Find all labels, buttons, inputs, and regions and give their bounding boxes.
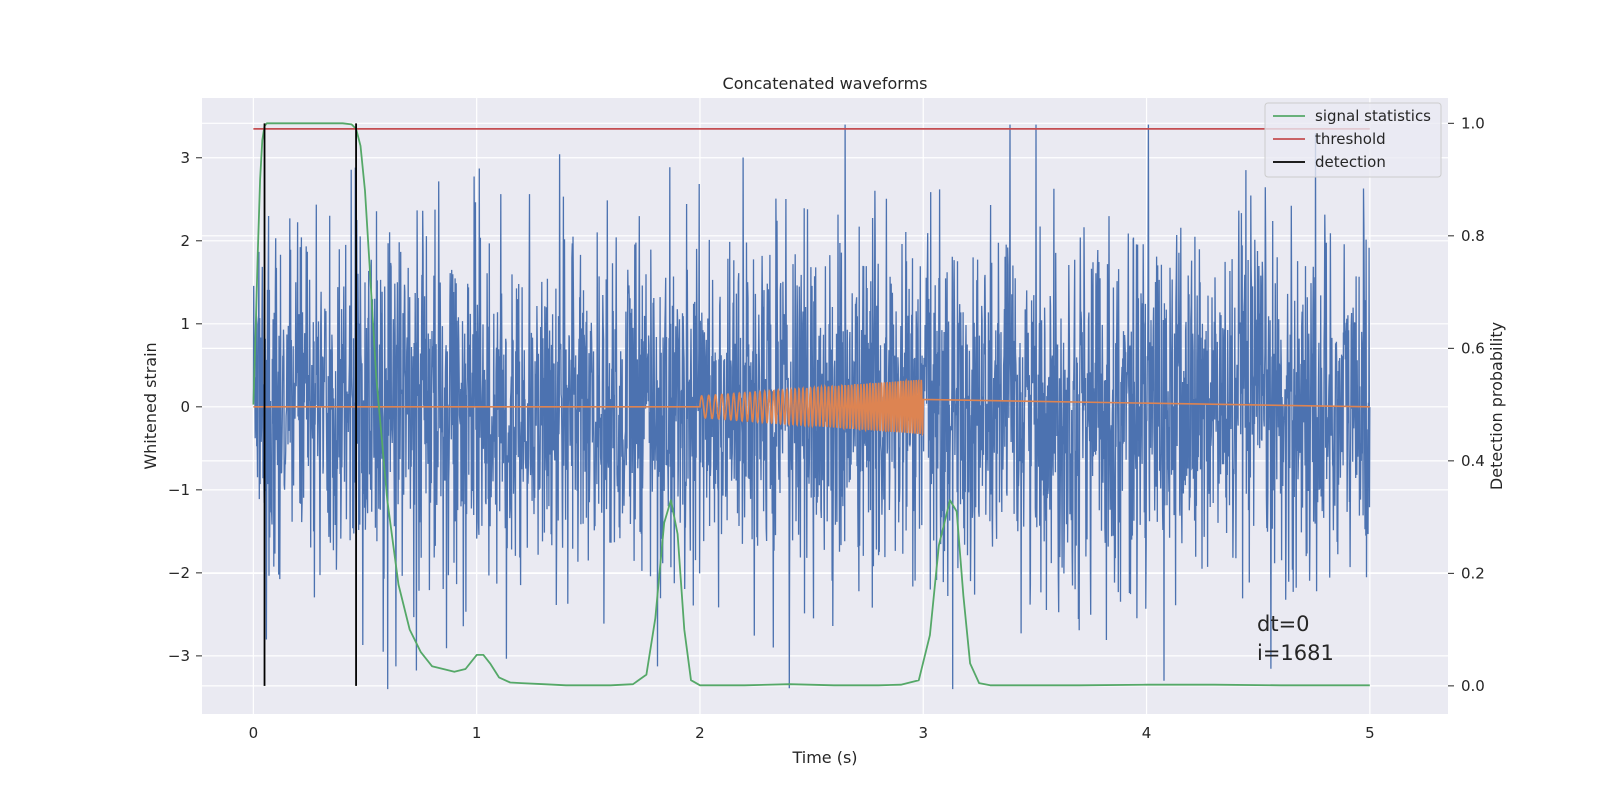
legend-label-threshold: threshold — [1315, 130, 1386, 148]
y-tick-label: 1 — [180, 315, 190, 333]
signal-statistics-line — [252, 122, 1370, 687]
x-tick-label: 4 — [1142, 724, 1152, 742]
x-tick-label: 0 — [249, 724, 259, 742]
y-axis-ticks: −3 −2 −1 0 1 2 3 — [168, 149, 202, 665]
y2-tick-label: 0.6 — [1461, 339, 1485, 357]
series-chirp-line — [253, 378, 1370, 437]
y2-tick-label: 0.0 — [1461, 677, 1485, 695]
chart-title: Concatenated waveforms — [723, 74, 928, 93]
y-tick-label: −3 — [168, 647, 190, 665]
series-noise-line — [252, 124, 1371, 690]
y2-tick-label: 1.0 — [1461, 114, 1485, 132]
y2-tick-label: 0.2 — [1461, 564, 1485, 582]
annotation-dt: dt=0 — [1257, 612, 1310, 636]
x-axis-label: Time (s) — [791, 748, 857, 767]
y-tick-label: 2 — [180, 232, 190, 250]
x-tick-label: 1 — [472, 724, 482, 742]
y-tick-label: −1 — [168, 481, 190, 499]
x-tick-label: 5 — [1365, 724, 1375, 742]
x-axis-ticks: 0 1 2 3 4 5 — [249, 724, 1375, 742]
legend: signal statistics threshold detection — [1264, 102, 1442, 178]
y-tick-label: 3 — [180, 149, 190, 167]
y2-tick-label: 0.4 — [1461, 452, 1485, 470]
legend-label-signal-statistics: signal statistics — [1315, 107, 1431, 125]
annotation-i: i=1681 — [1257, 641, 1334, 665]
x-tick-label: 3 — [918, 724, 928, 742]
y-tick-label: 0 — [180, 398, 190, 416]
legend-label-detection: detection — [1315, 153, 1386, 171]
y2-axis-ticks: 0.0 0.2 0.4 0.6 0.8 1.0 — [1448, 114, 1485, 695]
y-axis-label: Whitened strain — [141, 342, 160, 469]
y2-axis-label: Detection probability — [1487, 322, 1506, 490]
y2-tick-label: 0.8 — [1461, 227, 1485, 245]
y-tick-label: −2 — [168, 564, 190, 582]
series-layer — [252, 122, 1371, 690]
legend-box — [1264, 102, 1442, 178]
x-tick-label: 2 — [695, 724, 705, 742]
